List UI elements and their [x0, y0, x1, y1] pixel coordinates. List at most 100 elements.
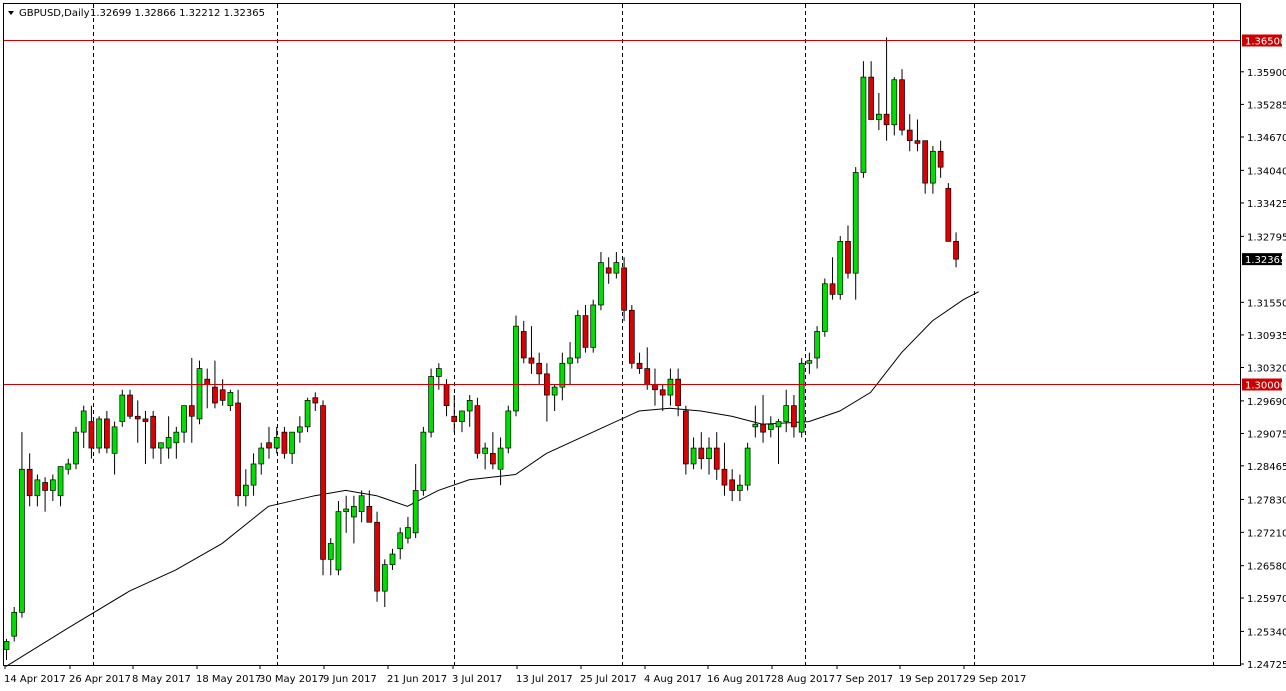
- candle-body: [914, 140, 921, 144]
- candle: [513, 315, 519, 417]
- candle-body: [165, 437, 172, 449]
- candle-body: [683, 410, 689, 465]
- candle-body: [3, 641, 10, 650]
- candle: [590, 299, 597, 353]
- candle-body: [235, 402, 241, 497]
- candle-body: [266, 442, 272, 449]
- candle-body: [906, 129, 913, 142]
- levels: 1.36500 1.30000: [4, 34, 1286, 392]
- candle: [327, 538, 334, 576]
- candle-body: [613, 262, 620, 274]
- candle-body: [891, 79, 898, 126]
- candle-body: [513, 325, 519, 412]
- candle-body: [497, 447, 504, 470]
- candle-body: [852, 172, 859, 274]
- candle-body: [127, 394, 133, 417]
- candle: [196, 360, 203, 425]
- candle: [358, 490, 365, 523]
- candle-body: [119, 394, 126, 422]
- candle-body: [574, 315, 581, 359]
- symbol-label: GBPUSD,Daily: [19, 8, 90, 19]
- y-tick-label: 1.34670: [1247, 133, 1286, 144]
- candle-body: [327, 543, 334, 560]
- candle-body: [536, 362, 543, 375]
- candle-body: [713, 447, 720, 470]
- candle: [96, 416, 102, 454]
- dropdown-triangle-icon[interactable]: [8, 11, 14, 15]
- candle: [3, 638, 10, 661]
- y-tick-label: 1.29075: [1247, 429, 1286, 440]
- candle: [312, 392, 319, 411]
- candle-body: [752, 423, 759, 428]
- moving-average-line: [5, 291, 979, 667]
- candle: [914, 119, 921, 152]
- candle-body: [242, 484, 249, 497]
- candle-body: [675, 378, 681, 407]
- x-axis: 14 Apr 2017 26 Apr 2017 8 May 2017 18 May 2…: [4, 665, 1026, 685]
- candle: [474, 397, 481, 459]
- x-tick-label: 21 Jun 2017: [387, 674, 447, 685]
- candle: [134, 400, 141, 443]
- candle-body: [412, 490, 419, 534]
- candle: [11, 607, 18, 642]
- y-tick-label: 1.34040: [1247, 166, 1286, 177]
- candle-body: [273, 437, 280, 449]
- candle-body: [11, 611, 18, 637]
- candle-body: [490, 453, 496, 465]
- candle: [466, 395, 473, 427]
- candle-body: [744, 447, 751, 486]
- candle: [574, 310, 581, 364]
- candle: [520, 320, 527, 364]
- candle: [281, 426, 288, 459]
- candle-body: [798, 362, 805, 433]
- candle: [173, 426, 180, 459]
- candle-body: [567, 357, 573, 364]
- x-tick-label: 14 Apr 2017: [4, 674, 66, 685]
- candle-body: [737, 484, 743, 491]
- candle: [26, 453, 33, 507]
- candle-body: [19, 468, 25, 613]
- candle-body: [690, 447, 697, 465]
- candle: [204, 368, 211, 409]
- candle: [821, 278, 828, 337]
- candle: [721, 442, 728, 496]
- candle: [752, 405, 759, 438]
- candle: [953, 232, 959, 268]
- candle-body: [405, 527, 411, 539]
- candle: [451, 395, 458, 433]
- candle-body: [845, 241, 851, 274]
- y-tick-label: 1.31550: [1247, 298, 1286, 309]
- current-price-label: 1.32365: [1245, 255, 1286, 266]
- candle: [930, 145, 936, 194]
- candle-body: [628, 309, 635, 364]
- candle-body: [343, 508, 350, 512]
- candle-body: [351, 505, 357, 518]
- candle: [536, 352, 543, 385]
- candle: [767, 416, 774, 438]
- candle: [266, 426, 272, 459]
- x-tick-label: 13 Jul 2017: [516, 674, 573, 685]
- candle-body: [806, 360, 813, 364]
- y-tick-label: 1.26580: [1247, 562, 1286, 573]
- candle-body: [598, 262, 604, 306]
- candle: [158, 442, 164, 464]
- candle: [150, 410, 157, 459]
- candle-body: [435, 368, 442, 377]
- candle: [791, 395, 797, 438]
- candle-body: [204, 378, 211, 385]
- candle: [945, 183, 952, 242]
- candle: [652, 368, 658, 406]
- candle: [806, 352, 813, 374]
- candle-body: [590, 304, 597, 348]
- candle: [829, 257, 836, 300]
- x-tick-label: 29 Sep 2017: [963, 674, 1026, 685]
- y-tick-label: 1.27210: [1247, 528, 1286, 539]
- candles: [3, 37, 959, 661]
- candle: [713, 432, 720, 480]
- candle-body: [34, 479, 41, 497]
- x-tick-label: 7 Sep 2017: [836, 674, 893, 685]
- candle-body: [953, 241, 959, 260]
- candle: [667, 368, 674, 406]
- candle: [868, 61, 874, 120]
